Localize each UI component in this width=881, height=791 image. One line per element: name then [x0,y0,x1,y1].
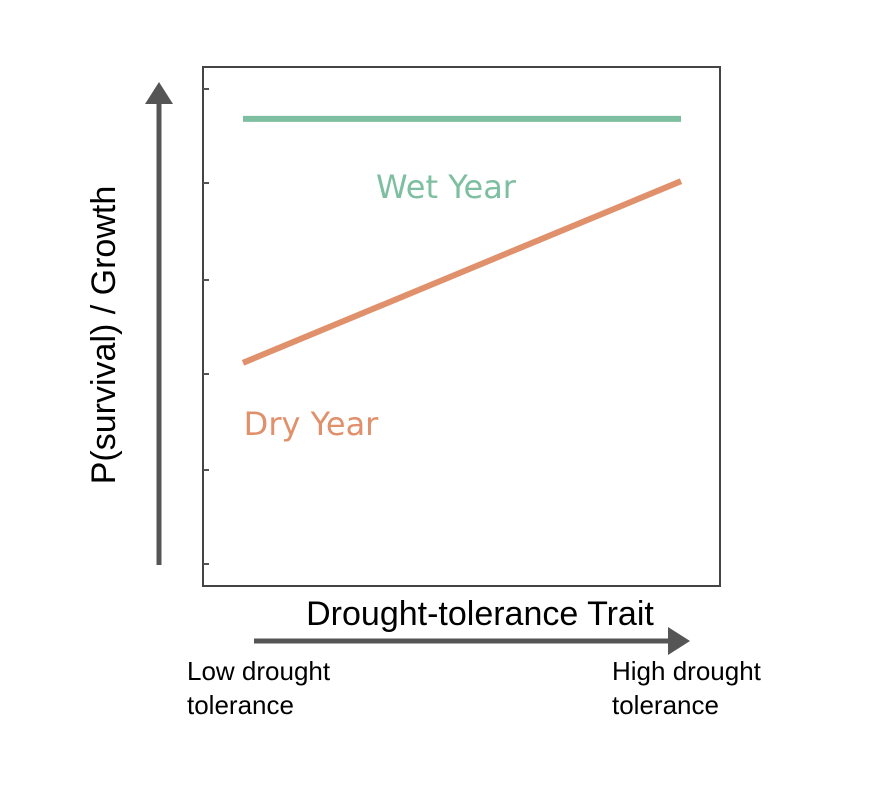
x-axis-high-label-line1: High drought [612,656,762,686]
series-label-dry-year: Dry Year [244,405,380,443]
series-line-dry-year [241,178,683,366]
series-label-wet-year: Wet Year [376,168,517,206]
y-axis-title: P(survival) / Growth [85,186,123,485]
x-axis-high-label: High drought tolerance [612,656,768,720]
x-axis-low-label: Low drought tolerance [187,656,337,720]
x-axis-title: Drought-tolerance Trait [306,595,654,633]
x-axis-high-label-line2: tolerance [612,690,719,720]
x-axis-low-label-line2: tolerance [187,690,294,720]
x-axis-arrow [254,627,690,655]
series-layer [241,115,683,366]
y-axis-arrow [145,82,173,565]
plot-frame [202,66,721,587]
x-axis-low-label-line1: Low drought [187,656,331,686]
y-ticks [203,88,209,565]
